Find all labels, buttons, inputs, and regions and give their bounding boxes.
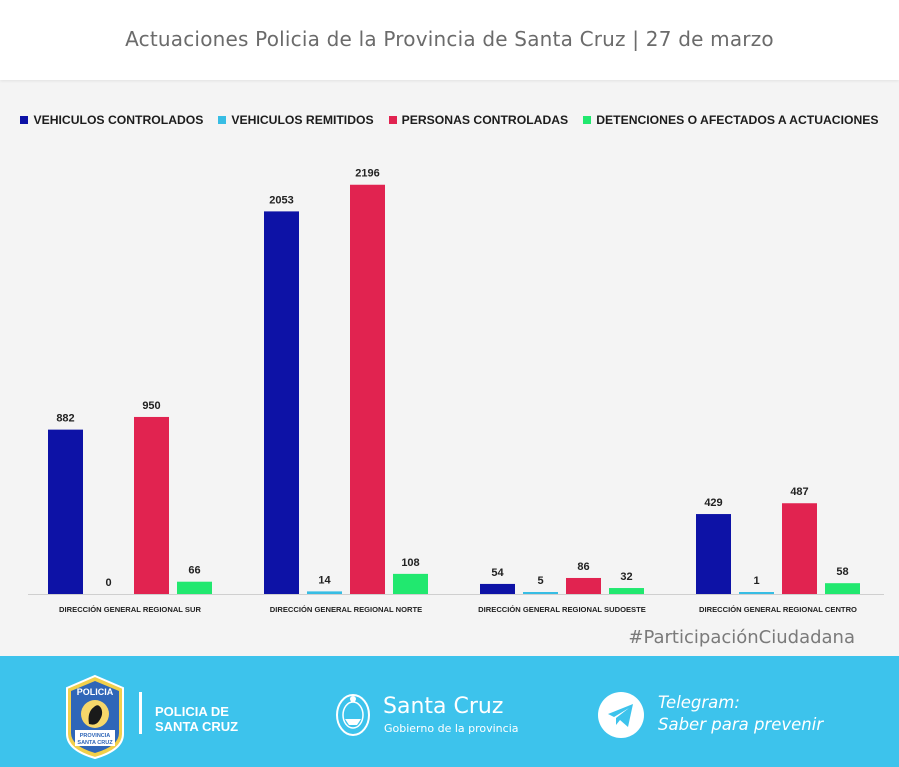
legend-swatch-3 xyxy=(583,116,592,124)
bar-0-3 xyxy=(177,581,212,594)
header-bar: Actuaciones Policia de la Provincia de S… xyxy=(0,0,899,80)
legend-label-1: VEHICULOS REMITIDOS xyxy=(231,113,374,127)
gov-subtitle: Gobierno de la provincia xyxy=(384,722,519,735)
bar-0-0 xyxy=(48,429,83,594)
badge-bottom-text-2: SANTA CRUZ xyxy=(77,740,113,746)
footer-banner: POLICIA PROVINCIA SANTA CRUZ POLICIA DE … xyxy=(0,656,899,767)
bar-0-2 xyxy=(134,416,169,594)
data-label-2-1: 5 xyxy=(537,575,543,587)
category-label-2: DIRECCIÓN GENERAL REGIONAL SUDOESTE xyxy=(478,605,646,614)
bar-2-3 xyxy=(609,588,644,594)
chart-legend: VEHICULOS CONTROLADOS VEHICULOS REMITIDOS… xyxy=(0,113,899,127)
bar-3-1 xyxy=(739,592,774,594)
gov-name: Santa Cruz xyxy=(383,694,504,719)
legend-item-3: DETENCIONES O AFECTADOS A ACTUACIONES xyxy=(583,113,879,127)
police-brand-line2: SANTA CRUZ xyxy=(155,719,239,734)
police-badge-icon: POLICIA PROVINCIA SANTA CRUZ xyxy=(66,674,124,760)
badge-top-text: POLICIA xyxy=(77,687,114,697)
data-label-3-3: 58 xyxy=(836,566,848,578)
footer-divider xyxy=(139,692,142,734)
data-label-0-3: 66 xyxy=(188,565,200,577)
provincial-emblem-icon xyxy=(336,694,370,736)
data-label-3-1: 1 xyxy=(753,575,759,587)
category-label-1: DIRECCIÓN GENERAL REGIONAL NORTE xyxy=(270,605,422,614)
police-brand-line1: POLICIA DE xyxy=(155,704,229,719)
bar-1-3 xyxy=(393,573,428,594)
data-label-0-2: 950 xyxy=(142,400,160,412)
data-label-2-2: 86 xyxy=(577,561,589,573)
legend-item-2: PERSONAS CONTROLADAS xyxy=(388,113,569,127)
legend-label-3: DETENCIONES O AFECTADOS A ACTUACIONES xyxy=(596,113,879,127)
telegram-title: Telegram: xyxy=(658,693,740,712)
data-label-2-3: 32 xyxy=(620,571,632,583)
legend-swatch-0 xyxy=(20,116,29,124)
legend-swatch-2 xyxy=(388,116,397,124)
data-label-3-2: 487 xyxy=(790,486,808,498)
data-label-3-0: 429 xyxy=(704,497,722,509)
data-label-2-0: 54 xyxy=(491,567,504,579)
hashtag-text: #ParticipaciónCiudadana xyxy=(628,627,855,648)
bar-1-1 xyxy=(307,591,342,594)
data-label-1-1: 14 xyxy=(318,574,331,586)
bar-3-2 xyxy=(782,503,817,594)
badge-bottom-text-1: PROVINCIA xyxy=(80,733,111,739)
legend-label-0: VEHICULOS CONTROLADOS xyxy=(33,113,204,127)
telegram-slogan: Saber para prevenir xyxy=(658,715,824,734)
data-label-1-3: 108 xyxy=(401,557,419,569)
bar-1-0 xyxy=(264,211,299,595)
category-label-3: DIRECCIÓN GENERAL REGIONAL CENTRO xyxy=(699,605,857,614)
bar-1-2 xyxy=(350,184,385,594)
bar-2-2 xyxy=(566,577,601,594)
legend-label-2: PERSONAS CONTROLADAS xyxy=(401,113,569,127)
legend-item-1: VEHICULOS REMITIDOS xyxy=(218,113,374,127)
legend-item-0: VEHICULOS CONTROLADOS xyxy=(20,113,203,127)
category-label-0: DIRECCIÓN GENERAL REGIONAL SUR xyxy=(59,605,201,614)
data-label-0-1: 0 xyxy=(105,577,111,589)
police-brand-text: POLICIA DE SANTA CRUZ xyxy=(155,704,238,734)
legend-swatch-1 xyxy=(218,116,227,124)
data-label-1-0: 2053 xyxy=(269,194,293,206)
data-label-0-0: 882 xyxy=(56,413,74,425)
data-label-1-2: 2196 xyxy=(355,168,379,180)
bar-2-0 xyxy=(480,583,515,594)
page-title: Actuaciones Policia de la Provincia de S… xyxy=(125,27,774,51)
bar-3-3 xyxy=(825,583,860,594)
bar-2-1 xyxy=(523,592,558,594)
telegram-icon xyxy=(598,692,644,738)
bar-3-0 xyxy=(696,514,731,594)
